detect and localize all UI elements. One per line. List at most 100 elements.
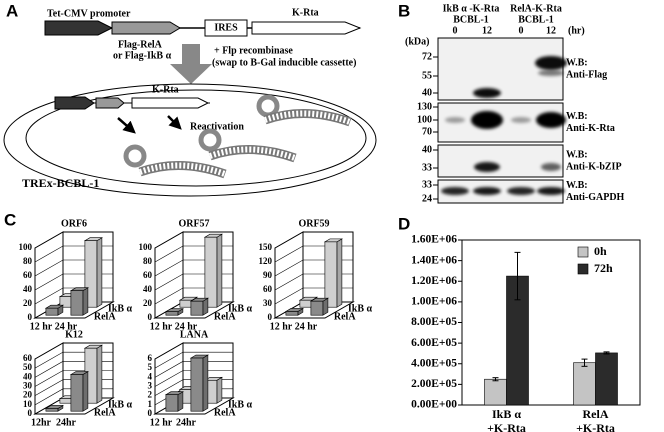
blot-band bbox=[473, 187, 501, 195]
x-tick-label: 12 hr bbox=[150, 417, 173, 428]
event-label: Reactivation bbox=[190, 121, 244, 132]
blot-band bbox=[511, 117, 531, 123]
x-tick-label: 24 hr bbox=[295, 321, 318, 332]
y-tick-label: 80 bbox=[143, 256, 153, 266]
gene2-arrow bbox=[251, 21, 362, 35]
y-tick-label: 20 bbox=[23, 390, 33, 400]
series-label: RelA bbox=[214, 311, 236, 322]
y-tick-label: 100 bbox=[139, 242, 153, 252]
blot-antibody: Anti-GAPDH bbox=[566, 192, 625, 203]
promoter-arrow bbox=[44, 20, 114, 36]
y-tick-label: 20 bbox=[23, 298, 33, 308]
blot-method: W.B: bbox=[566, 111, 588, 122]
panel-label: C bbox=[4, 210, 16, 229]
gene1-label: Flag-RelA bbox=[118, 39, 163, 50]
y-tick-label: 3 bbox=[148, 381, 153, 391]
bar bbox=[484, 378, 507, 406]
bar bbox=[204, 236, 218, 308]
mass-marker: 72 bbox=[422, 51, 432, 62]
y-tick-label: 40 bbox=[23, 284, 33, 294]
bar-side bbox=[216, 376, 223, 404]
time-label: 0 bbox=[519, 25, 524, 36]
series-label: IkB α bbox=[108, 399, 133, 410]
grid-line bbox=[34, 342, 113, 360]
x-tick-label: RelA +K-Rta bbox=[576, 407, 615, 432]
bar-side bbox=[82, 287, 89, 316]
bar-side bbox=[216, 233, 223, 308]
x-tick-label: 12 hr bbox=[30, 321, 53, 332]
group-label: IkB α -K-Rta bbox=[443, 3, 500, 14]
y-tick-label: 6 bbox=[148, 353, 153, 363]
blot-band bbox=[541, 163, 561, 171]
blot-band bbox=[445, 117, 465, 123]
step-arrow bbox=[170, 44, 212, 84]
bar-side bbox=[96, 344, 103, 404]
y-tick-label: 5 bbox=[148, 362, 153, 372]
y-tick-label: 10 bbox=[23, 399, 33, 409]
blot-antibody: Anti-K-bZIP bbox=[566, 161, 622, 172]
group-cell: BCBL-1 bbox=[518, 14, 554, 25]
series-label: RelA bbox=[214, 407, 236, 418]
y-tick-label: 0.00E+00 bbox=[411, 399, 457, 411]
group-label: RelA-K-Rta bbox=[510, 3, 562, 14]
mass-marker: 33 bbox=[422, 162, 432, 173]
episome bbox=[123, 144, 227, 179]
y-tick-label: 0 bbox=[148, 408, 153, 418]
y-tick-label: 80 bbox=[23, 256, 33, 266]
time-label: 0 bbox=[453, 25, 458, 36]
bar-side bbox=[96, 237, 103, 308]
bar bbox=[59, 398, 73, 404]
bar bbox=[165, 311, 179, 316]
bar bbox=[285, 311, 299, 316]
blot-band bbox=[538, 70, 564, 76]
y-tick-label: 60 bbox=[143, 270, 153, 280]
grid-line bbox=[154, 351, 233, 369]
y-tick-label: 4 bbox=[148, 371, 153, 381]
mass-marker: 40 bbox=[422, 144, 432, 155]
inner-promoter bbox=[54, 96, 95, 110]
inner-gene-label: K-Rta bbox=[152, 84, 179, 95]
grid-line bbox=[154, 342, 233, 360]
series-label: IkB α bbox=[108, 303, 133, 314]
step-note: (swap to B-Gal inducible cassette) bbox=[212, 57, 356, 68]
grid-line bbox=[154, 370, 233, 387]
y-tick-label: 1.20E+06 bbox=[411, 275, 457, 287]
bar bbox=[190, 357, 204, 412]
ires-box bbox=[204, 19, 248, 37]
bar bbox=[310, 300, 324, 316]
series-label: IkB α bbox=[228, 399, 253, 410]
blot-band bbox=[473, 88, 501, 98]
y-tick-label: 120 bbox=[259, 256, 273, 266]
bar bbox=[595, 352, 618, 406]
step-label: + Flp recombinase bbox=[214, 45, 293, 56]
arrow bbox=[167, 115, 182, 130]
error-bar bbox=[514, 251, 521, 301]
y-tick-label: 2 bbox=[148, 390, 153, 400]
y-tick-label: 0 bbox=[28, 312, 33, 322]
y-tick-label: 150 bbox=[259, 242, 273, 252]
y-tick-label: 60 bbox=[23, 270, 33, 280]
time-label: 12 bbox=[546, 25, 556, 36]
blot-band bbox=[507, 187, 535, 195]
x-tick-label: 24hr bbox=[56, 417, 77, 428]
blot-method: W.B: bbox=[566, 149, 588, 160]
y-tick-label: 30 bbox=[23, 381, 33, 391]
chart-title: LANA bbox=[180, 329, 209, 340]
y-tick-label: 0 bbox=[268, 312, 273, 322]
mass-marker: 100 bbox=[417, 114, 432, 125]
y-tick-label: 60 bbox=[23, 353, 33, 363]
ires-label: IRES bbox=[214, 22, 238, 33]
bar-side bbox=[177, 391, 184, 412]
y-tick-label: 30 bbox=[263, 298, 273, 308]
y-tick-label: 1.00E+06 bbox=[411, 296, 457, 308]
grid-line bbox=[154, 361, 233, 378]
panel-label: A bbox=[6, 1, 18, 20]
series-label: IkB α bbox=[228, 303, 253, 314]
chart-title: ORF57 bbox=[178, 218, 209, 229]
cell-label: TREx-BCBL-1 bbox=[22, 176, 99, 190]
bar bbox=[190, 300, 204, 316]
chart-title: ORF6 bbox=[61, 218, 87, 229]
y-tick-label: 6.00E+05 bbox=[411, 337, 457, 349]
bar bbox=[70, 290, 84, 316]
